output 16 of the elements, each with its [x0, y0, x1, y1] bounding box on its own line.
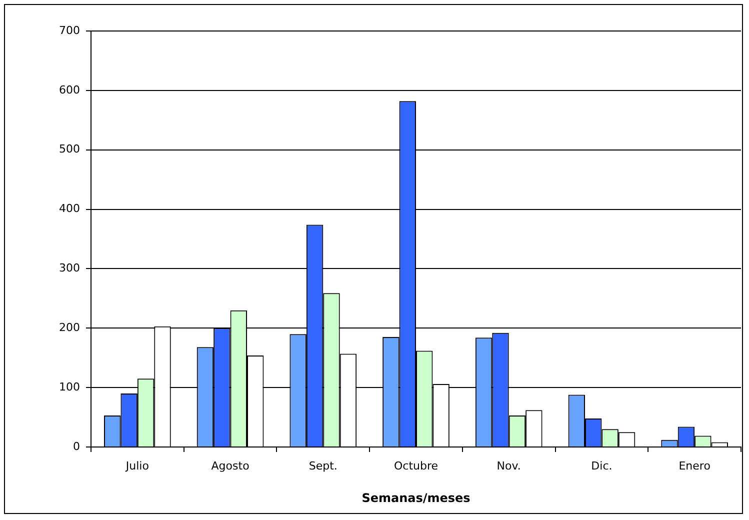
x-tick-label: Enero — [678, 459, 711, 472]
y-tick-label: 600 — [59, 83, 80, 96]
y-tick-label: 100 — [59, 380, 80, 394]
y-tick-label: 300 — [59, 262, 80, 275]
x-tick-label: Nov. — [496, 459, 521, 472]
y-tick-label: 0 — [73, 440, 80, 453]
x-axis-title: Semanas/meses — [362, 490, 470, 505]
y-tick-label: 700 — [59, 24, 80, 37]
x-tick-label: Agosto — [211, 459, 250, 472]
y-tick-label: 200 — [59, 321, 80, 334]
x-tick-label: Octubre — [394, 459, 438, 472]
x-tick-label: Julio — [124, 459, 150, 472]
x-tick-label: Dic. — [591, 459, 612, 472]
y-tick-label: 400 — [59, 202, 80, 216]
x-tick-label: Sept. — [308, 459, 338, 472]
y-tick-label: 500 — [59, 142, 80, 156]
